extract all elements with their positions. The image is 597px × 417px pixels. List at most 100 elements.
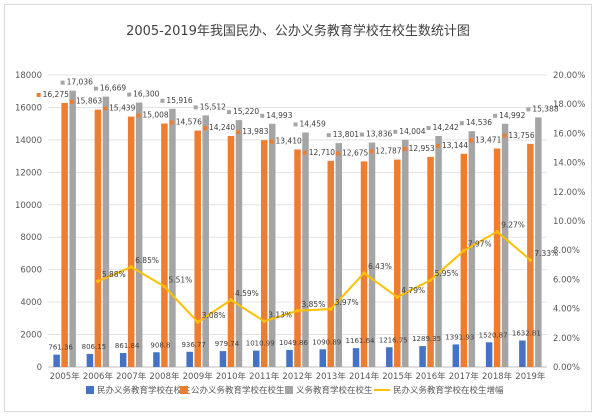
bar-1	[386, 347, 393, 367]
bar-3-label-marker	[226, 110, 231, 115]
bar-3	[102, 96, 110, 368]
bar-1-data-label: 936.77	[181, 341, 206, 349]
bar-3-data-label: 13,836	[366, 130, 392, 139]
bar-2-label-marker	[469, 138, 474, 143]
growth-data-label: 5.95%	[435, 269, 459, 278]
bar-3	[202, 115, 209, 367]
bar-3-label-marker	[326, 133, 331, 138]
bar-3-label-marker	[426, 125, 431, 130]
bar-3-label-marker	[260, 113, 265, 118]
bar-3-label-marker	[526, 107, 531, 112]
growth-data-label: 6.85%	[135, 256, 159, 265]
bar-3-data-label: 15,916	[166, 96, 192, 105]
growth-data-label: 3.97%	[335, 298, 359, 307]
x-tick-label: 2010年	[216, 371, 247, 382]
bar-3-label-marker	[293, 122, 298, 127]
x-tick-label: 2015年	[382, 371, 413, 382]
bar-1	[419, 346, 426, 367]
bar-3-data-label: 14,536	[466, 118, 492, 127]
growth-data-label: 5.51%	[168, 276, 192, 285]
bar-3-label-marker	[193, 105, 198, 110]
bar-1-data-label: 861.84	[115, 342, 140, 350]
y-tick-label: 18000	[15, 71, 42, 81]
x-tick-label: 2017年	[449, 371, 480, 382]
bar-3	[169, 108, 176, 367]
y2-tick-label: 8.00%	[553, 246, 580, 256]
bar-2-data-label: 15,008	[142, 111, 168, 120]
y2-tick-label: 0.00%	[553, 363, 580, 373]
bar-3-data-label: 14,459	[300, 119, 326, 128]
legend-swatch	[180, 386, 188, 394]
x-tick-label: 2008年	[149, 371, 180, 382]
y-tick-label: 2000	[20, 331, 42, 341]
bar-3-label-marker	[93, 86, 98, 91]
bar-2	[260, 140, 268, 367]
x-tick-label: 2005年	[50, 371, 81, 382]
bar-1-data-label: 1090.89	[312, 338, 341, 346]
bar-2-label-marker	[136, 113, 141, 118]
bar-2	[94, 109, 102, 368]
bar-2-label-marker	[236, 130, 241, 135]
x-tick-label: 2016年	[415, 371, 446, 382]
bar-1-data-label: 806.15	[82, 343, 107, 351]
bar-1-data-label: 979.74	[215, 340, 240, 348]
bar-3	[235, 120, 243, 367]
y2-tick-label: 10.00%	[553, 217, 585, 227]
y2-tick-label: 6.00%	[553, 275, 580, 285]
bar-2-data-label: 13,410	[276, 136, 302, 145]
growth-point	[295, 308, 300, 313]
bar-1	[485, 342, 493, 367]
x-tick-label: 2012年	[282, 371, 313, 382]
bar-3	[135, 102, 143, 368]
bar-3-data-label: 14,004	[399, 127, 425, 136]
bar-3-data-label: 13,801	[333, 130, 359, 139]
growth-data-label: 7.33%	[534, 249, 558, 258]
bar-2-data-label: 13,983	[242, 127, 268, 136]
bar-3	[335, 143, 343, 367]
growth-data-label: 7.97%	[468, 240, 492, 249]
y-tick-label: 0	[37, 363, 42, 373]
y-tick-label: 14000	[15, 136, 42, 146]
bar-2-label-marker	[402, 146, 407, 151]
bar-3	[468, 131, 476, 367]
bar-2	[161, 123, 168, 367]
x-tick-label: 2014年	[349, 371, 380, 382]
bar-3-data-label: 14,242	[433, 123, 459, 132]
bar-2	[394, 159, 401, 367]
legend-label: 民办义务教育学校在校生	[97, 385, 191, 396]
bar-2-data-label: 12,787	[375, 147, 401, 156]
bar-3-label-marker	[459, 121, 464, 126]
growth-data-label: 3.13%	[268, 310, 292, 319]
bar-3-label-marker	[160, 98, 165, 103]
legend-swatch	[86, 386, 94, 394]
bar-3	[368, 142, 376, 367]
growth-point	[195, 320, 200, 324]
bar-1	[153, 352, 160, 367]
bar-1	[452, 344, 460, 367]
growth-point	[229, 298, 233, 302]
growth-point	[528, 258, 533, 262]
bar-1-data-label: 1010.99	[246, 340, 275, 348]
growth-point	[428, 278, 433, 282]
y2-tick-label: 2.00%	[553, 334, 580, 344]
bar-1	[252, 350, 260, 367]
bar-2-data-label: 12,710	[309, 148, 335, 157]
bar-2-label-marker	[103, 106, 108, 111]
bar-3	[501, 123, 509, 367]
growth-data-label: 4.79%	[401, 286, 425, 295]
bar-2	[194, 130, 201, 367]
x-tick-label: 2019年	[515, 371, 546, 382]
bar-2-data-label: 15,863	[76, 97, 102, 106]
bar-3	[435, 135, 442, 367]
growth-point	[96, 279, 100, 283]
bar-3-data-label: 17,036	[67, 78, 93, 87]
bar-1-data-label: 1161.64	[346, 337, 375, 345]
legend-label: 民办义务教育学校在校生增幅	[393, 385, 504, 396]
bar-1	[119, 353, 127, 367]
growth-data-label: 3.08%	[202, 311, 226, 320]
bar-3	[535, 117, 542, 368]
bar-1-data-label: 1391.93	[445, 333, 474, 341]
bar-2	[327, 160, 335, 367]
bar-2-data-label: 12,953	[409, 144, 435, 153]
y-tick-label: 4000	[20, 298, 42, 308]
